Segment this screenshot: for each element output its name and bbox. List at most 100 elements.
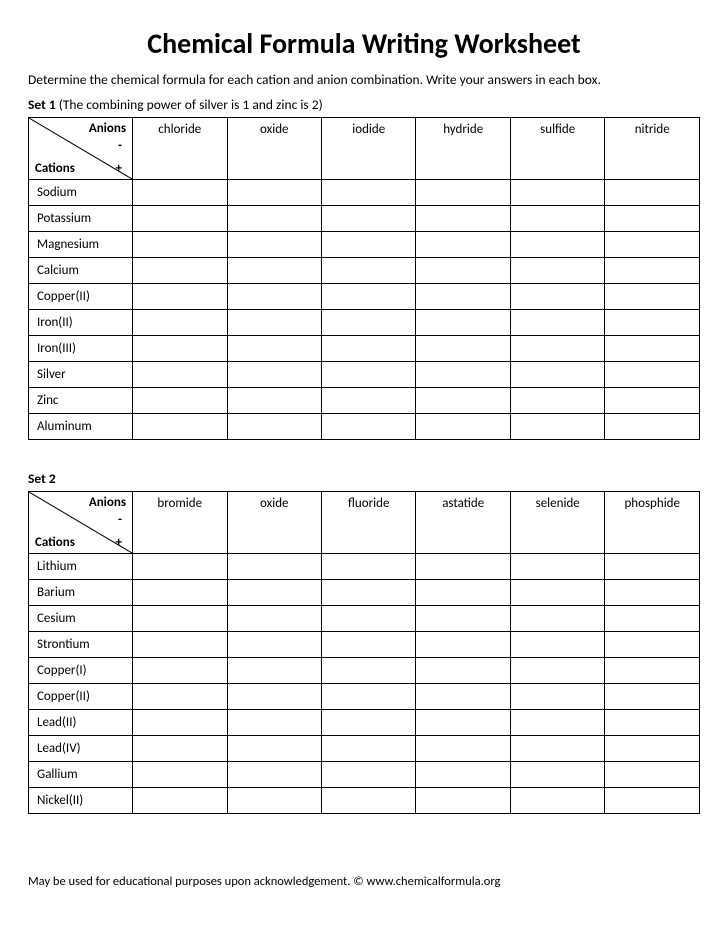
answer-cell[interactable]	[227, 310, 321, 336]
answer-cell[interactable]	[321, 232, 415, 258]
answer-cell[interactable]	[321, 632, 415, 658]
answer-cell[interactable]	[510, 180, 604, 206]
answer-cell[interactable]	[510, 388, 604, 414]
answer-cell[interactable]	[133, 684, 227, 710]
answer-cell[interactable]	[605, 232, 700, 258]
answer-cell[interactable]	[133, 284, 227, 310]
answer-cell[interactable]	[510, 632, 604, 658]
answer-cell[interactable]	[321, 284, 415, 310]
answer-cell[interactable]	[416, 232, 510, 258]
answer-cell[interactable]	[416, 310, 510, 336]
answer-cell[interactable]	[227, 258, 321, 284]
answer-cell[interactable]	[321, 580, 415, 606]
answer-cell[interactable]	[227, 658, 321, 684]
answer-cell[interactable]	[227, 336, 321, 362]
answer-cell[interactable]	[510, 762, 604, 788]
answer-cell[interactable]	[227, 554, 321, 580]
answer-cell[interactable]	[510, 580, 604, 606]
answer-cell[interactable]	[321, 788, 415, 814]
answer-cell[interactable]	[227, 206, 321, 232]
answer-cell[interactable]	[510, 736, 604, 762]
answer-cell[interactable]	[510, 788, 604, 814]
answer-cell[interactable]	[605, 632, 700, 658]
answer-cell[interactable]	[605, 710, 700, 736]
answer-cell[interactable]	[510, 232, 604, 258]
answer-cell[interactable]	[605, 606, 700, 632]
answer-cell[interactable]	[227, 788, 321, 814]
answer-cell[interactable]	[133, 362, 227, 388]
answer-cell[interactable]	[133, 310, 227, 336]
answer-cell[interactable]	[133, 414, 227, 440]
answer-cell[interactable]	[510, 284, 604, 310]
answer-cell[interactable]	[227, 684, 321, 710]
answer-cell[interactable]	[510, 414, 604, 440]
answer-cell[interactable]	[321, 258, 415, 284]
answer-cell[interactable]	[605, 284, 700, 310]
answer-cell[interactable]	[227, 362, 321, 388]
answer-cell[interactable]	[605, 336, 700, 362]
answer-cell[interactable]	[321, 658, 415, 684]
answer-cell[interactable]	[321, 388, 415, 414]
answer-cell[interactable]	[416, 180, 510, 206]
answer-cell[interactable]	[605, 362, 700, 388]
answer-cell[interactable]	[605, 414, 700, 440]
answer-cell[interactable]	[227, 762, 321, 788]
answer-cell[interactable]	[321, 180, 415, 206]
answer-cell[interactable]	[321, 710, 415, 736]
answer-cell[interactable]	[227, 414, 321, 440]
answer-cell[interactable]	[227, 580, 321, 606]
answer-cell[interactable]	[321, 684, 415, 710]
answer-cell[interactable]	[133, 180, 227, 206]
answer-cell[interactable]	[416, 258, 510, 284]
answer-cell[interactable]	[510, 258, 604, 284]
answer-cell[interactable]	[510, 658, 604, 684]
answer-cell[interactable]	[605, 762, 700, 788]
answer-cell[interactable]	[510, 554, 604, 580]
answer-cell[interactable]	[321, 310, 415, 336]
answer-cell[interactable]	[510, 606, 604, 632]
answer-cell[interactable]	[321, 736, 415, 762]
answer-cell[interactable]	[416, 684, 510, 710]
answer-cell[interactable]	[510, 684, 604, 710]
answer-cell[interactable]	[321, 206, 415, 232]
answer-cell[interactable]	[133, 206, 227, 232]
answer-cell[interactable]	[605, 554, 700, 580]
answer-cell[interactable]	[416, 658, 510, 684]
answer-cell[interactable]	[133, 580, 227, 606]
answer-cell[interactable]	[227, 710, 321, 736]
answer-cell[interactable]	[227, 284, 321, 310]
answer-cell[interactable]	[133, 736, 227, 762]
answer-cell[interactable]	[416, 710, 510, 736]
answer-cell[interactable]	[133, 632, 227, 658]
answer-cell[interactable]	[227, 736, 321, 762]
answer-cell[interactable]	[510, 710, 604, 736]
answer-cell[interactable]	[321, 606, 415, 632]
answer-cell[interactable]	[416, 788, 510, 814]
answer-cell[interactable]	[510, 206, 604, 232]
answer-cell[interactable]	[133, 658, 227, 684]
answer-cell[interactable]	[227, 232, 321, 258]
answer-cell[interactable]	[321, 362, 415, 388]
answer-cell[interactable]	[133, 606, 227, 632]
answer-cell[interactable]	[416, 554, 510, 580]
answer-cell[interactable]	[605, 658, 700, 684]
answer-cell[interactable]	[227, 632, 321, 658]
answer-cell[interactable]	[133, 710, 227, 736]
answer-cell[interactable]	[321, 554, 415, 580]
answer-cell[interactable]	[605, 388, 700, 414]
answer-cell[interactable]	[416, 388, 510, 414]
answer-cell[interactable]	[416, 736, 510, 762]
answer-cell[interactable]	[510, 336, 604, 362]
answer-cell[interactable]	[605, 258, 700, 284]
answer-cell[interactable]	[510, 310, 604, 336]
answer-cell[interactable]	[605, 206, 700, 232]
answer-cell[interactable]	[133, 554, 227, 580]
answer-cell[interactable]	[510, 362, 604, 388]
answer-cell[interactable]	[605, 180, 700, 206]
answer-cell[interactable]	[321, 336, 415, 362]
answer-cell[interactable]	[133, 762, 227, 788]
answer-cell[interactable]	[605, 736, 700, 762]
answer-cell[interactable]	[416, 632, 510, 658]
answer-cell[interactable]	[416, 762, 510, 788]
answer-cell[interactable]	[133, 232, 227, 258]
